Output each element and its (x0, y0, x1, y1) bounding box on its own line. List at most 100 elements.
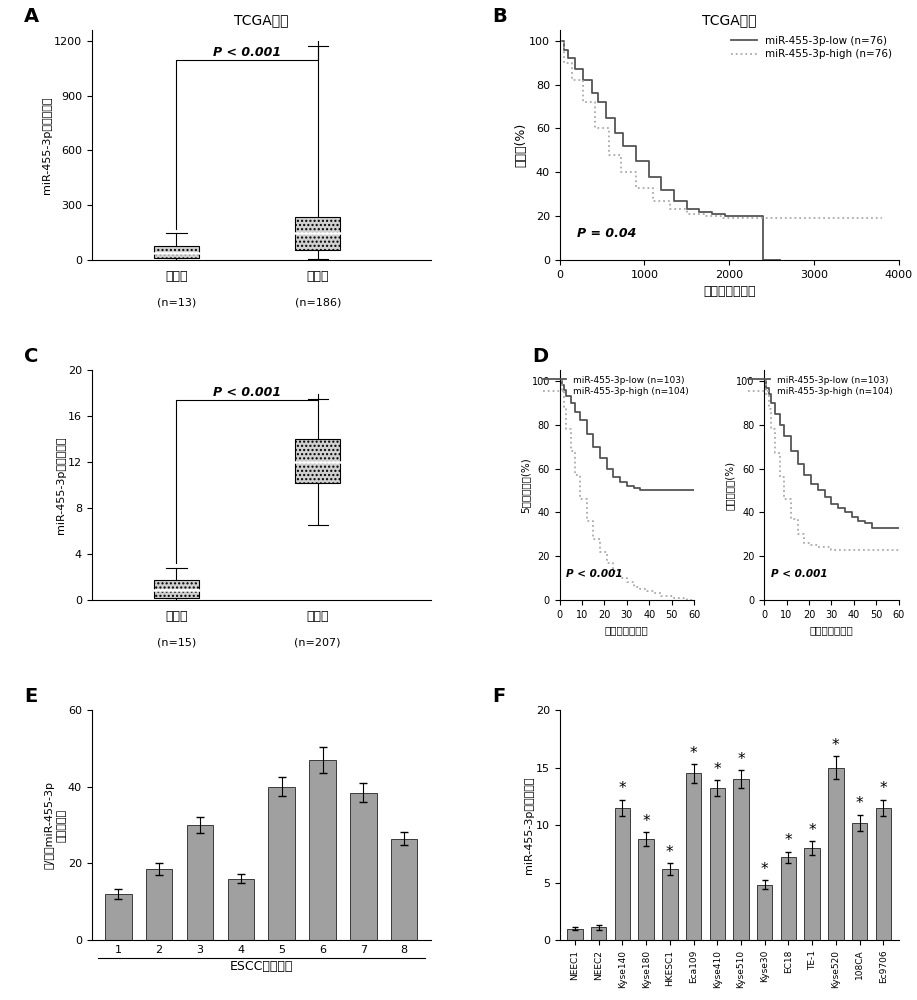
Line: miR-455-3p-low (n=103): miR-455-3p-low (n=103) (764, 381, 899, 528)
miR-455-3p-low (n=76) (656, 184, 667, 196)
Text: *: * (832, 738, 840, 753)
Text: *: * (737, 752, 745, 767)
Bar (638, 839, 654, 940)
miR-455-3p-high (n=104) (867, 544, 878, 556)
miR-455-3p-high (n=104) (662, 590, 673, 602)
miR-455-3p-low (n=103) (833, 502, 844, 514)
Text: P < 0.001: P < 0.001 (213, 386, 282, 399)
miR-455-3p-low (n=76) (592, 96, 603, 108)
miR-455-3p-high (n=76) (715, 212, 726, 224)
Legend: miR-455-3p-low (n=103), miR-455-3p-high (n=104): miR-455-3p-low (n=103), miR-455-3p-high … (539, 372, 692, 400)
Text: P < 0.001: P < 0.001 (213, 46, 282, 59)
Bar (568, 929, 582, 940)
miR-455-3p-low (n=103) (614, 476, 625, 488)
miR-455-3p-low (n=103) (602, 463, 613, 475)
miR-455-3p-high (n=104) (565, 445, 576, 457)
miR-455-3p-high (n=104) (792, 528, 803, 540)
miR-455-3p-low (n=103) (574, 414, 585, 426)
Line: miR-455-3p-low (n=76): miR-455-3p-low (n=76) (559, 41, 780, 260)
miR-455-3p-high (n=76) (877, 212, 888, 224)
Line: miR-455-3p-high (n=104): miR-455-3p-high (n=104) (559, 381, 694, 600)
miR-455-3p-high (n=104) (588, 533, 599, 545)
Text: P = 0.04: P = 0.04 (577, 227, 635, 240)
Bar (828, 768, 844, 940)
miR-455-3p-high (n=104) (558, 401, 569, 413)
Text: P < 0.001: P < 0.001 (771, 569, 827, 579)
miR-455-3p-high (n=104) (774, 471, 785, 483)
miR-455-3p-low (n=76) (745, 210, 756, 222)
miR-455-3p-low (n=76) (668, 195, 679, 207)
Line: miR-455-3p-high (n=104): miR-455-3p-high (n=104) (764, 381, 899, 550)
miR-455-3p-low (n=76) (569, 63, 580, 75)
Bar (686, 773, 702, 940)
miR-455-3p-low (n=76) (558, 44, 569, 56)
Text: (n=186): (n=186) (294, 298, 341, 308)
Bar (154, 580, 199, 598)
miR-455-3p-low (n=76) (732, 210, 743, 222)
miR-455-3p-high (n=104) (622, 576, 633, 588)
miR-455-3p-low (n=103) (675, 484, 686, 496)
Y-axis label: 5年总生存率(%): 5年总生存率(%) (520, 457, 530, 513)
Bar (710, 788, 725, 940)
miR-455-3p-high (n=104) (846, 544, 857, 556)
Text: *: * (713, 762, 721, 777)
miR-455-3p-high (n=76) (578, 96, 589, 108)
Y-axis label: miR-455-3p相对表达値: miR-455-3p相对表达値 (525, 776, 535, 874)
miR-455-3p-low (n=103) (648, 484, 659, 496)
miR-455-3p-low (n=76) (707, 208, 718, 220)
Text: *: * (619, 781, 626, 796)
miR-455-3p-high (n=76) (567, 74, 578, 86)
miR-455-3p-high (n=76) (698, 210, 709, 222)
Text: *: * (856, 796, 863, 811)
miR-455-3p-high (n=104) (763, 403, 774, 415)
miR-455-3p-low (n=103) (628, 482, 639, 494)
Text: C: C (24, 347, 39, 366)
Bar (309, 760, 336, 940)
miR-455-3p-high (n=104) (873, 544, 884, 556)
miR-455-3p-low (n=76) (720, 210, 731, 222)
Line: miR-455-3p-high (n=76): miR-455-3p-high (n=76) (559, 41, 882, 218)
miR-455-3p-low (n=103) (859, 517, 870, 529)
miR-455-3p-high (n=104) (608, 565, 619, 577)
Bar (876, 808, 891, 940)
miR-455-3p-low (n=103) (622, 480, 633, 492)
miR-455-3p-high (n=104) (569, 469, 580, 481)
Y-axis label: miR-455-3p相对表达値: miR-455-3p相对表达値 (57, 436, 66, 534)
miR-455-3p-low (n=103) (846, 511, 857, 523)
miR-455-3p-high (n=104) (879, 544, 890, 556)
miR-455-3p-low (n=103) (826, 498, 837, 510)
miR-455-3p-high (n=104) (561, 423, 572, 435)
X-axis label: 生存时间（月）: 生存时间（月） (605, 625, 648, 635)
miR-455-3p-low (n=76) (601, 112, 612, 124)
miR-455-3p-low (n=103) (839, 506, 850, 518)
X-axis label: ESCC肿瑞患者: ESCC肿瑞患者 (229, 960, 293, 973)
Bar (804, 848, 820, 940)
miR-455-3p-high (n=104) (614, 572, 625, 584)
miR-455-3p-low (n=103) (812, 484, 823, 496)
Bar (757, 885, 772, 940)
miR-455-3p-low (n=103) (608, 471, 619, 483)
Text: P < 0.001: P < 0.001 (567, 569, 623, 579)
miR-455-3p-low (n=76) (681, 203, 692, 215)
miR-455-3p-low (n=103) (799, 469, 810, 481)
miR-455-3p-high (n=104) (574, 493, 585, 505)
miR-455-3p-high (n=76) (681, 208, 692, 220)
miR-455-3p-high (n=76) (603, 149, 614, 161)
miR-455-3p-high (n=104) (839, 544, 850, 556)
Y-axis label: 生存率(%): 生存率(%) (514, 123, 527, 167)
Legend: miR-455-3p-low (n=103), miR-455-3p-high (n=104): miR-455-3p-low (n=103), miR-455-3p-high … (744, 372, 897, 400)
miR-455-3p-low (n=103) (565, 397, 576, 409)
Bar (295, 439, 340, 483)
miR-455-3p-high (n=104) (581, 515, 592, 527)
miR-455-3p-low (n=76) (775, 254, 786, 266)
miR-455-3p-low (n=103) (758, 375, 769, 387)
miR-455-3p-low (n=103) (893, 522, 904, 534)
X-axis label: 生存时间（月）: 生存时间（月） (810, 625, 853, 635)
Bar (780, 857, 796, 940)
miR-455-3p-high (n=76) (647, 195, 658, 207)
Text: *: * (690, 746, 697, 761)
miR-455-3p-low (n=76) (562, 52, 573, 64)
miR-455-3p-high (n=104) (819, 541, 830, 553)
miR-455-3p-low (n=103) (662, 484, 673, 496)
Line: miR-455-3p-low (n=103): miR-455-3p-low (n=103) (559, 381, 694, 490)
